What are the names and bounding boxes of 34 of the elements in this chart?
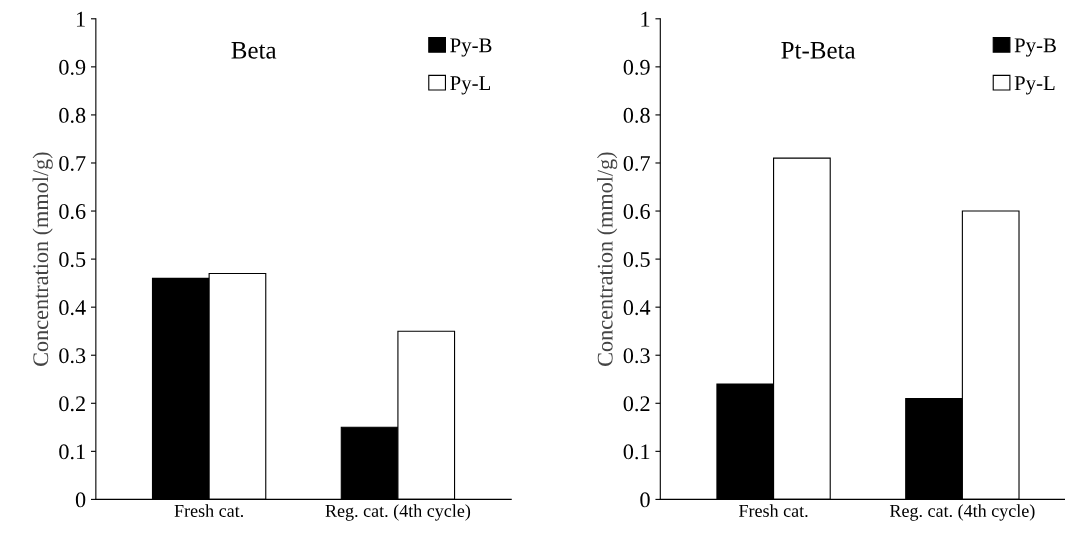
y-tick-label: 0.1 (59, 444, 85, 460)
y-tick-label: 0 (640, 492, 650, 508)
y-tick-label: 1 (76, 11, 85, 27)
y-tick-label: 0 (75, 492, 86, 508)
x-tick-label: Fresh cat. (174, 504, 244, 518)
x-tick-label: Fresh cat. (739, 504, 808, 518)
y-tick-label: 0.3 (623, 348, 650, 364)
legend-label: Py-B (1014, 38, 1056, 57)
y-axis-title: Concentration (mmol/g) (597, 152, 618, 366)
y-tick-label: 0.4 (623, 300, 651, 316)
y-tick-label: 0.8 (623, 107, 650, 123)
y-tick-label: 0.9 (623, 59, 650, 75)
y-tick-label: 0.6 (59, 203, 86, 220)
text: Beta (231, 42, 277, 59)
y-tick-label: 0.5 (623, 252, 650, 268)
y-tick-label: 0.4 (59, 300, 86, 316)
y-tick-label: 1 (641, 11, 650, 27)
x-tick-label: Reg. cat. (4th cycle) (325, 504, 471, 521)
legend-label: Py-B (450, 38, 492, 57)
y-tick-label: 0.2 (623, 396, 650, 412)
y-tick-label: 0.9 (59, 59, 86, 75)
y-tick-label: 0.2 (59, 396, 85, 412)
y-tick-label: 0.1 (623, 444, 650, 460)
legend-label: Py-L (1014, 76, 1055, 95)
legend-label: Py-L (450, 76, 491, 95)
x-tick-label: Reg. cat. (4th cycle) (889, 504, 1035, 521)
y-tick-label: 0.3 (59, 348, 86, 364)
y-axis-title: Concentration (mmol/g) (32, 152, 53, 366)
y-tick-label: 0.7 (59, 155, 86, 172)
y-tick-label: 0.5 (59, 252, 86, 268)
y-tick-label: 0.7 (623, 155, 650, 172)
text: Pt-Beta (781, 42, 856, 59)
y-tick-label: 0.8 (59, 107, 86, 123)
y-tick-label: 0.6 (623, 203, 650, 220)
